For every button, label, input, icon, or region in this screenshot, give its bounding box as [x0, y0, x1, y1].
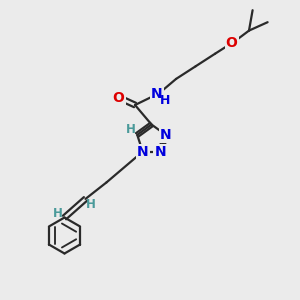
Text: N: N — [160, 128, 172, 142]
Text: O: O — [226, 36, 238, 50]
Text: N: N — [137, 145, 148, 159]
Text: H: H — [86, 198, 96, 211]
Text: O: O — [112, 91, 124, 104]
Text: N: N — [154, 145, 166, 159]
Text: H: H — [126, 123, 136, 136]
Text: N: N — [151, 88, 162, 101]
Text: H: H — [53, 207, 63, 220]
Text: H: H — [160, 94, 170, 107]
